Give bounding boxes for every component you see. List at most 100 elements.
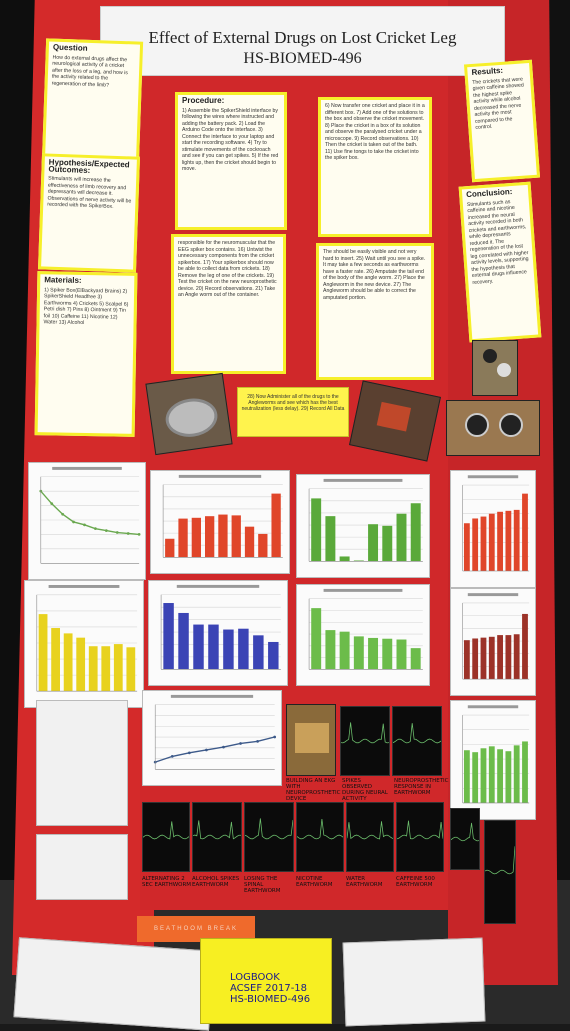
hypothesis-body: Stimulants will increase the effectivene… <box>47 175 132 210</box>
point <box>83 523 86 527</box>
procedure-note-3: responsible for the neuromuscular that t… <box>171 234 286 374</box>
chart-5 <box>24 580 144 708</box>
bar <box>505 751 512 803</box>
board-title-box: Effect of External Drugs on Lost Cricket… <box>100 6 505 76</box>
bar <box>191 517 202 558</box>
chart-8 <box>450 588 536 696</box>
bar <box>208 624 219 670</box>
scope-trace-line <box>347 821 393 840</box>
bar <box>244 526 255 558</box>
scope-strip-3 <box>244 802 294 872</box>
question-heading: Question <box>52 42 88 53</box>
logbook-line-1: LOGBOOK <box>230 972 280 983</box>
bar <box>113 644 123 692</box>
question-note: Question How do external drugs affect th… <box>41 38 144 167</box>
bar <box>178 612 189 670</box>
caption-strip-4: NICOTINE EARTHWORM <box>296 876 333 888</box>
point <box>115 531 119 534</box>
caption-response: NEUROPROSTHETIC RESPONSE IN EARTHWORM <box>394 778 449 796</box>
bar <box>223 629 234 670</box>
point <box>50 502 54 506</box>
logbook-line-2: ACSEF 2017-18 <box>230 983 308 994</box>
scope-strip-6 <box>396 802 444 872</box>
scope-image-1 <box>340 706 390 776</box>
series-line <box>154 736 275 763</box>
scope-trace-line <box>245 818 293 840</box>
spikerbox-photo <box>145 372 233 456</box>
bar <box>126 647 136 692</box>
bar <box>472 518 479 571</box>
procedure-note-4: The should be easily visible and not ver… <box>316 243 434 380</box>
results-heading: Results: <box>471 65 504 77</box>
scope-image-2 <box>392 706 442 776</box>
scope-trace-line <box>451 822 479 842</box>
samples-photo-2 <box>446 400 540 456</box>
bar <box>253 635 264 670</box>
bar <box>396 513 407 562</box>
chart-2 <box>150 470 290 574</box>
chart-1 <box>28 462 146 580</box>
bar <box>513 634 520 680</box>
chart-title-bar <box>52 466 122 470</box>
bar <box>258 533 268 558</box>
bar <box>339 631 350 670</box>
results-body: The crickets that were given caffeine sh… <box>472 75 525 131</box>
caption-strip-6: CAFFEINE 500 EARTHWORM <box>396 876 435 888</box>
procedure-note-1: Procedure: 1) Assemble the SpikerShield … <box>175 92 287 230</box>
point <box>104 529 108 532</box>
point <box>72 520 75 524</box>
materials-note: Materials: 1) Spiker Box(ElBackyard Brai… <box>34 271 138 437</box>
scope-trace-10 <box>485 846 515 875</box>
chart-9 <box>142 690 282 786</box>
bar <box>101 646 111 692</box>
orange-label-card: BEATHOOM BREAK <box>137 916 255 942</box>
bar <box>497 749 503 803</box>
chart-10-svg <box>462 705 530 804</box>
bar <box>178 518 188 558</box>
bar <box>368 524 379 562</box>
samples-photo-1 <box>472 340 518 396</box>
board-subtitle: HS-BIOMED-496 <box>243 50 362 67</box>
hypothesis-note: Hypothesis/Expected Outcomes: Stimulants… <box>38 153 140 273</box>
scope-trace-4 <box>193 820 241 840</box>
point <box>187 751 191 755</box>
bar <box>396 639 407 670</box>
bar <box>63 633 73 692</box>
conclusion-heading: Conclusion: <box>465 186 513 200</box>
caption-strip-3: LOSING THE SPINAL EARTHWORM <box>244 876 281 894</box>
scope-strip-5 <box>346 802 394 872</box>
point <box>205 748 208 752</box>
results-note: Results: The crickets that were given ca… <box>463 59 541 183</box>
bar <box>165 538 175 558</box>
chart-8-svg <box>462 593 530 680</box>
bar <box>488 746 495 803</box>
chart-3 <box>296 474 430 578</box>
chart-10 <box>450 700 536 820</box>
caption-device-build: BUILDING AN EKG WITH NEUROPROSTHETIC DEV… <box>286 778 341 802</box>
procedure-note-2: 6) Now transfer one cricket and place it… <box>318 97 432 237</box>
bar <box>463 523 470 571</box>
caption-strip-2: ALCOHOL SPIKES EARTHWORM <box>192 876 240 888</box>
caption-strip-1: ALTERNATING 2 SEC EARTHWORM <box>142 876 192 888</box>
chart-9-svg <box>153 694 277 770</box>
chart-title-bar <box>176 584 260 588</box>
scope-trace-line <box>485 846 515 875</box>
procedure-heading: Procedure: <box>182 96 225 105</box>
bar <box>480 516 487 571</box>
scope-trace-line <box>341 722 389 744</box>
bar <box>463 750 470 803</box>
logbook-line-3: HS-BIOMED-496 <box>230 994 311 1005</box>
bar <box>488 513 495 571</box>
bar <box>505 510 512 571</box>
series-line <box>40 490 140 536</box>
caption-strip-5: WATER EARTHWORM <box>346 876 383 888</box>
bar <box>268 641 279 670</box>
point <box>126 532 130 535</box>
bar <box>497 635 503 680</box>
point <box>273 735 277 739</box>
chart-7 <box>296 584 430 686</box>
bar <box>311 498 322 562</box>
scope-trace-line <box>193 820 241 840</box>
chart-5-svg <box>36 585 138 692</box>
scope-trace-8 <box>397 820 443 840</box>
